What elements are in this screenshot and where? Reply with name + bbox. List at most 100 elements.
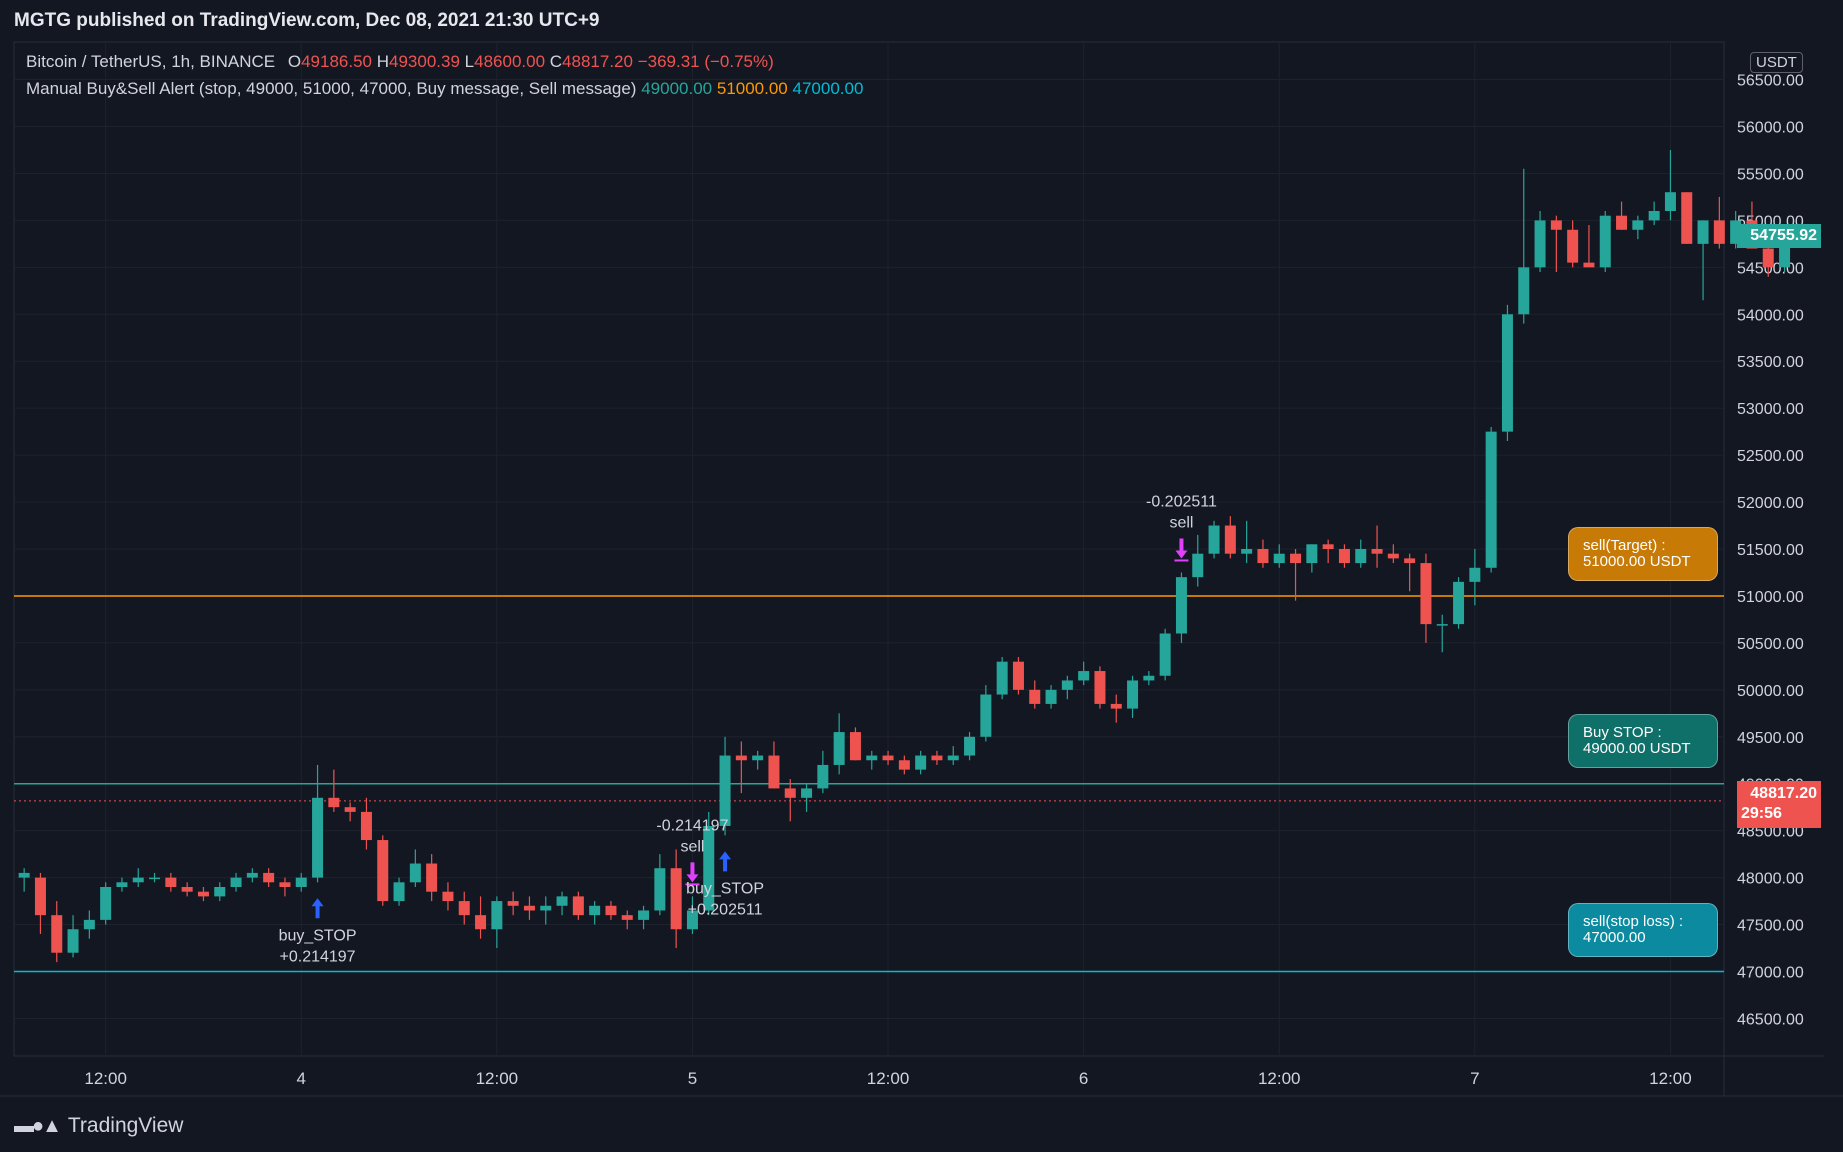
tradingview-logo[interactable]: ▬●▲ TradingView — [14, 1114, 183, 1138]
candle-body — [589, 905, 601, 916]
annotation-label: buy_STOP — [279, 927, 357, 944]
candle-body — [605, 905, 617, 916]
indicator-value-2: 51000.00 — [716, 79, 788, 98]
y-tick-label: 55500.00 — [1737, 166, 1804, 183]
candle-body — [149, 877, 161, 880]
candle-body — [801, 788, 813, 798]
candle-body — [279, 882, 291, 887]
y-tick-label: 46500.00 — [1737, 1011, 1804, 1028]
candle-body — [947, 755, 959, 761]
candle-body — [866, 755, 878, 761]
candle-body — [1257, 549, 1269, 564]
candle-body — [1632, 220, 1644, 230]
candle-body — [132, 877, 144, 883]
candle-body — [833, 732, 845, 765]
currency-unit-badge[interactable]: USDT — [1750, 52, 1803, 73]
tv-logo-icon: ▬●▲ — [14, 1114, 62, 1137]
candle-body — [621, 915, 633, 920]
candle-body — [703, 825, 715, 911]
candle-body — [1012, 661, 1024, 690]
candle-body — [768, 755, 780, 789]
annotation-value: +0.214197 — [280, 948, 356, 965]
candle-body — [409, 863, 421, 883]
candle-body — [1697, 220, 1709, 244]
buystop-label-box: Buy STOP : 49000.00 USDT — [1568, 714, 1718, 768]
low-label: L — [464, 52, 475, 71]
y-tick-label: 56000.00 — [1737, 120, 1804, 137]
candle-body — [1175, 577, 1187, 634]
candle-body — [1338, 549, 1350, 564]
y-tick-label: 53500.00 — [1737, 354, 1804, 371]
candle-body — [360, 811, 372, 841]
candle-body — [1127, 680, 1139, 709]
candle-body — [1583, 262, 1595, 268]
candle-body — [1061, 680, 1073, 690]
sell-arrow-icon — [1175, 538, 1188, 559]
symbol-name[interactable]: Bitcoin / TetherUS, 1h, BINANCE — [26, 52, 276, 71]
x-tick-label: 12:00 — [1649, 1069, 1692, 1088]
candle-body — [1616, 215, 1628, 230]
candle-body — [1730, 220, 1742, 244]
candle-body — [1322, 544, 1334, 549]
candle-body — [295, 877, 307, 887]
annotation-label: sell — [1169, 514, 1193, 531]
y-tick-label: 48000.00 — [1737, 871, 1804, 888]
candle-body — [1469, 567, 1481, 582]
y-tick-label: 53000.00 — [1737, 401, 1804, 418]
candle-body — [344, 807, 356, 812]
target-label-box: sell(Target) : 51000.00 USDT — [1568, 527, 1718, 581]
candle-body — [1453, 581, 1465, 625]
candle-body — [784, 788, 796, 798]
annotation-label: sell — [680, 838, 704, 855]
candle-body — [638, 910, 650, 920]
high-value: 49300.39 — [389, 52, 460, 71]
candle-body — [263, 872, 275, 883]
candle-body — [442, 891, 454, 902]
candle-body — [1094, 671, 1106, 704]
y-tick-label: 51000.00 — [1737, 589, 1804, 606]
candle-body — [51, 915, 63, 953]
y-tick-label: 52000.00 — [1737, 495, 1804, 512]
candle-body — [980, 694, 992, 737]
published-header: MGTG published on TradingView.com, Dec 0… — [14, 10, 600, 31]
candle-body — [1518, 267, 1530, 315]
annotation-label: buy_STOP — [686, 880, 764, 897]
candle-body — [572, 896, 584, 916]
x-tick-label: 12:00 — [476, 1069, 519, 1088]
candle-body — [849, 732, 861, 761]
candle-body — [458, 901, 470, 916]
x-tick-label: 7 — [1470, 1069, 1479, 1088]
candle-body — [670, 868, 682, 930]
candle-body — [1143, 675, 1155, 681]
candle-body — [34, 877, 46, 916]
candle-body — [1501, 314, 1513, 432]
candle-body — [1436, 624, 1448, 626]
candle-body — [1029, 689, 1041, 704]
y-tick-label: 52500.00 — [1737, 448, 1804, 465]
candle-body — [393, 882, 405, 902]
candle-body — [556, 896, 568, 906]
x-tick-label: 12:00 — [867, 1069, 910, 1088]
candle-body — [931, 755, 943, 761]
annotation-value: -0.202511 — [1146, 493, 1217, 510]
candle-body — [181, 887, 193, 892]
x-tick-label: 12:00 — [84, 1069, 127, 1088]
candle-body — [246, 872, 258, 878]
candle-body — [882, 755, 894, 761]
annotation-value: -0.214197 — [656, 817, 728, 834]
candle-body — [1534, 220, 1546, 268]
candle-body — [898, 760, 910, 770]
candle-body — [686, 910, 698, 930]
candle-body — [165, 877, 177, 887]
candle-body — [100, 887, 112, 920]
x-tick-label: 5 — [688, 1069, 697, 1088]
candle-body — [1371, 549, 1383, 554]
candle-body — [523, 905, 535, 911]
candle-body — [1192, 553, 1204, 578]
indicator-name[interactable]: Manual Buy&Sell Alert (stop, 49000, 5100… — [26, 79, 637, 98]
candle-body — [116, 882, 128, 887]
candle-body — [1045, 689, 1057, 704]
low-value: 48600.00 — [474, 52, 546, 71]
candle-body — [654, 868, 666, 911]
